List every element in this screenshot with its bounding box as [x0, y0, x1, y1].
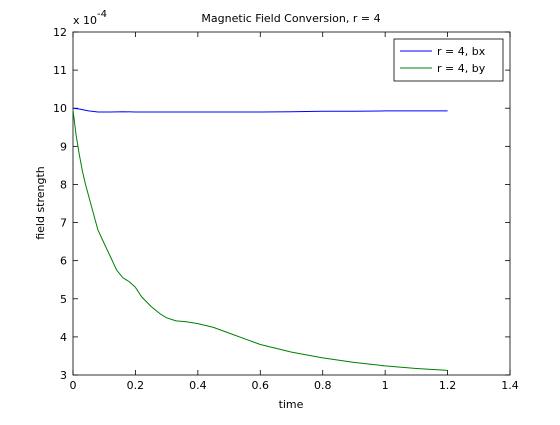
series-line-bx [72, 107, 448, 113]
y-tick-label: 7 [60, 217, 67, 230]
axis-ticks: 0 0.2 0.4 0.6 0.8 1 1.2 1.4 3 4 5 6 7 8 9 10 11 12 [53, 26, 519, 392]
y-scale-label: x 10 [73, 14, 97, 27]
legend: r = 4, bx r = 4, by [393, 38, 504, 82]
chart-title: Magnetic Field Conversion, r = 4 [201, 12, 380, 25]
x-tick-label: 1 [382, 379, 389, 392]
series-line-by [72, 110, 448, 371]
y-axis-label: field strength [34, 166, 47, 240]
legend-box [393, 38, 504, 82]
legend-entry: r = 4, by [437, 62, 486, 75]
y-tick-label: 4 [60, 331, 67, 344]
y-scale-exponent: -4 [97, 9, 107, 20]
y-tick-label: 9 [60, 140, 67, 153]
series-lines [72, 107, 448, 371]
y-tick-label: 3 [60, 369, 67, 382]
x-axis-label: time [279, 398, 304, 411]
y-tick-label: 10 [53, 102, 67, 115]
y-tick-label: 6 [60, 255, 67, 268]
y-tick-label: 5 [60, 293, 67, 306]
y-tick-label: 12 [53, 26, 67, 39]
plot-area [72, 31, 511, 376]
x-tick-label: 0.2 [127, 379, 145, 392]
x-tick-label: 0.4 [189, 379, 207, 392]
y-tick-label: 8 [60, 178, 67, 191]
y-tick-label: 11 [53, 64, 67, 77]
x-tick-label: 1.2 [439, 379, 457, 392]
x-tick-label: 1.4 [501, 379, 519, 392]
x-tick-label: 0.8 [314, 379, 332, 392]
x-tick-label: 0 [70, 379, 77, 392]
legend-entry: r = 4, bx [437, 45, 486, 58]
x-tick-label: 0.6 [252, 379, 270, 392]
